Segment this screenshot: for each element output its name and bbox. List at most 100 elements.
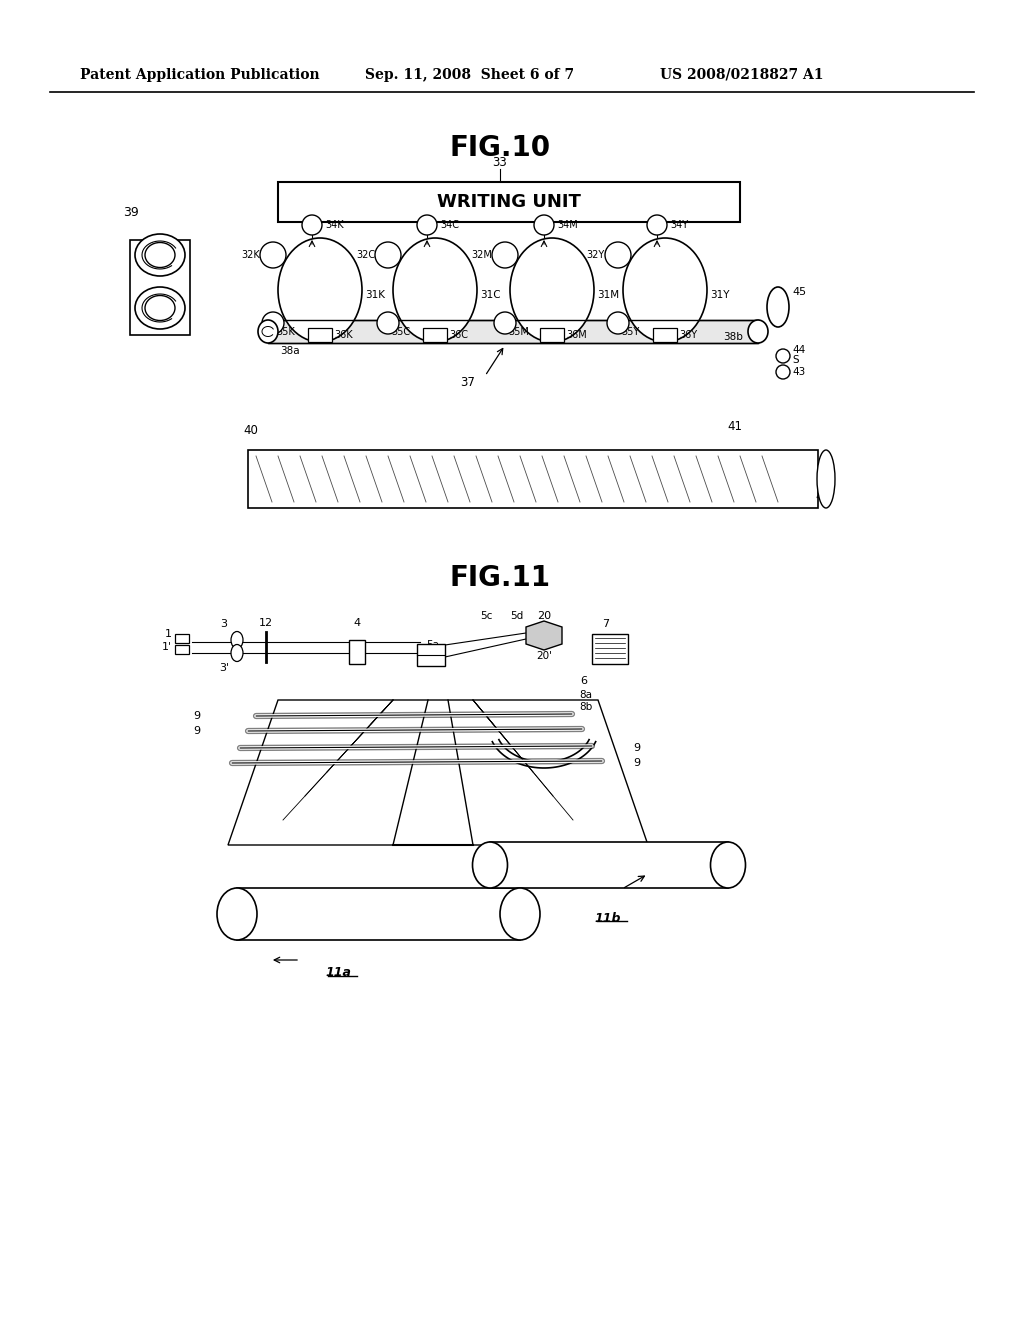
Text: 4: 4: [353, 618, 360, 628]
Text: 11b: 11b: [595, 912, 622, 924]
Text: 7: 7: [602, 619, 609, 630]
Text: 35M: 35M: [508, 327, 528, 337]
Text: 37: 37: [461, 376, 475, 389]
Bar: [268, 319, 758, 343]
Ellipse shape: [748, 319, 768, 343]
Text: 45: 45: [792, 286, 806, 297]
Ellipse shape: [278, 238, 362, 342]
Text: 1': 1': [162, 642, 172, 652]
Bar: [130, 240, 190, 335]
Text: 31C: 31C: [480, 290, 501, 300]
Ellipse shape: [623, 238, 707, 342]
Bar: [237, 888, 520, 940]
Ellipse shape: [135, 234, 185, 276]
Ellipse shape: [145, 296, 175, 321]
Ellipse shape: [393, 238, 477, 342]
Ellipse shape: [767, 286, 790, 327]
Text: 31K: 31K: [365, 290, 385, 300]
Text: 39: 39: [123, 206, 138, 219]
Text: 11a: 11a: [325, 966, 351, 979]
Ellipse shape: [302, 215, 322, 235]
Text: 5b: 5b: [426, 652, 439, 663]
Text: 12: 12: [259, 618, 273, 628]
Text: 34K: 34K: [325, 220, 344, 230]
Ellipse shape: [647, 215, 667, 235]
Text: 38a: 38a: [280, 346, 300, 356]
Text: 9: 9: [633, 758, 640, 768]
Text: 32M: 32M: [471, 249, 492, 260]
Text: FIG.11: FIG.11: [450, 564, 551, 591]
Text: 36M: 36M: [566, 330, 587, 341]
Text: US 2008/0218827 A1: US 2008/0218827 A1: [660, 69, 823, 82]
Text: S: S: [792, 355, 799, 366]
Ellipse shape: [262, 312, 284, 334]
Text: 9: 9: [633, 743, 640, 752]
Text: 5d: 5d: [510, 611, 523, 620]
Ellipse shape: [534, 215, 554, 235]
Bar: [175, 634, 189, 643]
Text: 8a: 8a: [579, 690, 592, 700]
Bar: [278, 182, 740, 222]
Text: 31M: 31M: [597, 290, 620, 300]
Text: 43: 43: [792, 367, 805, 378]
Ellipse shape: [605, 242, 631, 268]
Text: 1: 1: [165, 630, 172, 639]
Ellipse shape: [217, 888, 257, 940]
Ellipse shape: [492, 242, 518, 268]
Text: 32C: 32C: [356, 249, 375, 260]
Text: 44: 44: [792, 345, 805, 355]
Ellipse shape: [494, 312, 516, 334]
Text: 40: 40: [243, 424, 258, 437]
Text: 33: 33: [493, 157, 507, 169]
Ellipse shape: [231, 644, 243, 661]
Text: 36C: 36C: [449, 330, 468, 341]
Ellipse shape: [711, 842, 745, 888]
Text: 9: 9: [193, 711, 200, 721]
Bar: [423, 327, 447, 342]
Text: 36Y: 36Y: [679, 330, 697, 341]
Bar: [540, 327, 564, 342]
Text: 5c: 5c: [480, 611, 493, 620]
Ellipse shape: [375, 242, 401, 268]
Text: 34Y: 34Y: [670, 220, 688, 230]
Text: 32K: 32K: [242, 249, 260, 260]
Text: 41: 41: [727, 421, 742, 433]
Text: 35K: 35K: [276, 327, 295, 337]
Text: 38b: 38b: [723, 333, 742, 342]
Bar: [308, 327, 332, 342]
Text: 20: 20: [537, 611, 551, 620]
Ellipse shape: [472, 842, 508, 888]
Bar: [248, 450, 818, 508]
Text: 35C: 35C: [391, 327, 411, 337]
Text: FIG.10: FIG.10: [450, 135, 551, 162]
Polygon shape: [526, 620, 562, 649]
Ellipse shape: [417, 215, 437, 235]
Text: 36K: 36K: [334, 330, 352, 341]
Text: 3: 3: [220, 619, 227, 630]
Ellipse shape: [776, 366, 790, 379]
Ellipse shape: [607, 312, 629, 334]
Text: 20': 20': [536, 651, 552, 661]
Ellipse shape: [258, 319, 278, 343]
Ellipse shape: [500, 888, 540, 940]
Text: 34C: 34C: [440, 220, 459, 230]
Ellipse shape: [377, 312, 399, 334]
Bar: [417, 644, 445, 667]
Ellipse shape: [776, 348, 790, 363]
Ellipse shape: [817, 450, 835, 508]
Ellipse shape: [231, 631, 243, 648]
Ellipse shape: [260, 242, 286, 268]
Text: 6: 6: [580, 676, 587, 686]
Text: 9: 9: [193, 726, 200, 737]
Text: 32Y: 32Y: [587, 249, 605, 260]
Text: 35Y: 35Y: [621, 327, 639, 337]
Bar: [653, 327, 677, 342]
Text: Patent Application Publication: Patent Application Publication: [80, 69, 319, 82]
Ellipse shape: [135, 286, 185, 329]
Text: 8b: 8b: [579, 702, 592, 711]
Bar: [592, 634, 628, 664]
Ellipse shape: [510, 238, 594, 342]
Text: Sep. 11, 2008  Sheet 6 of 7: Sep. 11, 2008 Sheet 6 of 7: [365, 69, 574, 82]
Bar: [349, 640, 365, 664]
Ellipse shape: [145, 243, 175, 268]
